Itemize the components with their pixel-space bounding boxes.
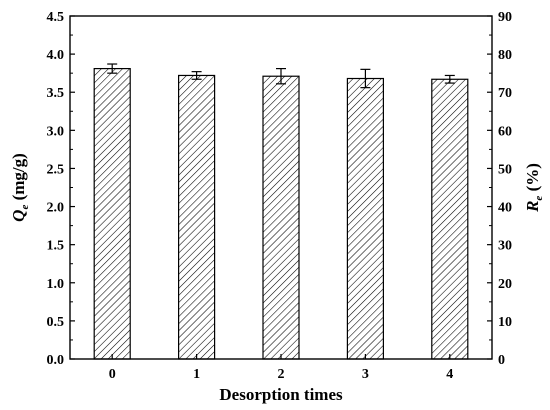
x-tick-label: 2 (278, 367, 285, 382)
left-tick-label: 0.0 (47, 353, 65, 368)
bar-0 (93, 67, 131, 360)
bar-1 (178, 74, 216, 360)
left-tick-label: 4.0 (47, 48, 65, 63)
left-tick-label: 0.5 (47, 315, 65, 330)
error-bar-0 (107, 63, 118, 74)
y2-axis-title-unit: (%) (523, 163, 542, 196)
x-tick-label: 1 (193, 367, 200, 382)
bar-3 (346, 77, 384, 360)
x-axis-ticks: 0 1 2 3 4 (109, 354, 453, 382)
right-tick-label: 40 (498, 201, 512, 216)
y-axis-title-subscript: e (19, 205, 31, 210)
bars-layer (93, 67, 469, 360)
right-tick-label: 70 (498, 86, 512, 101)
right-tick-label: 80 (498, 48, 512, 63)
y-axis-title-unit: (mg/g) (9, 153, 28, 204)
right-tick-label: 50 (498, 162, 512, 177)
error-bar-3 (360, 68, 371, 89)
x-axis-title: Desorption times (219, 385, 343, 404)
error-bar-1 (191, 71, 202, 80)
error-bars-layer (107, 63, 455, 89)
y2-axis-title-subscript: e (533, 196, 545, 201)
x-tick-label: 3 (362, 367, 369, 382)
right-tick-label: 60 (498, 124, 512, 139)
y-axis-title-right: Re (%) (523, 163, 545, 213)
y-axis-title-main: Q (9, 210, 28, 222)
right-tick-label: 0 (498, 353, 505, 368)
right-axis-ticks: 0 10 20 30 40 50 60 70 80 90 (487, 10, 512, 368)
y-axis-title-left: Qe (mg/g) (9, 153, 31, 222)
left-tick-label: 2.5 (47, 162, 65, 177)
left-tick-label: 1.5 (47, 239, 65, 254)
left-tick-label: 2.0 (47, 201, 65, 216)
right-tick-label: 90 (498, 10, 512, 25)
right-tick-label: 20 (498, 277, 512, 292)
left-tick-label: 3.0 (47, 124, 65, 139)
bar-4 (431, 78, 469, 360)
left-axis-ticks: 0.0 0.5 1.0 1.5 2.0 2.5 3.0 3.5 4.0 4.5 (47, 10, 75, 368)
right-tick-label: 30 (498, 239, 512, 254)
left-tick-label: 3.5 (47, 86, 65, 101)
bar-2 (262, 75, 300, 360)
x-tick-label: 4 (446, 367, 453, 382)
y2-axis-title-main: R (523, 201, 542, 213)
right-tick-label: 10 (498, 315, 512, 330)
left-tick-label: 4.5 (47, 10, 65, 25)
x-tick-label: 0 (109, 367, 116, 382)
error-bar-4 (444, 74, 455, 84)
left-tick-label: 1.0 (47, 277, 65, 292)
error-bar-2 (276, 67, 286, 85)
